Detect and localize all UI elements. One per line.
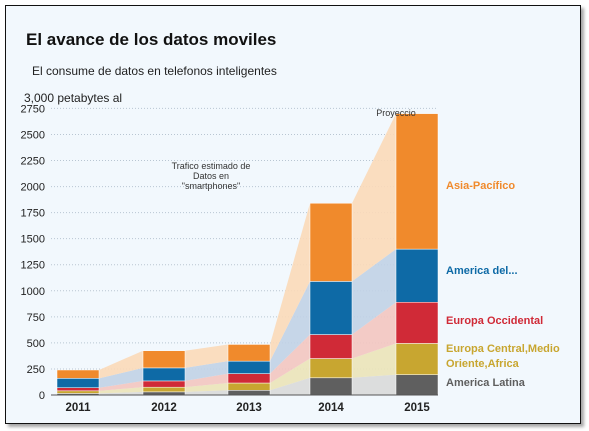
y-tick-label: 2250 [21,156,45,168]
chart-subtitle: El consume de datos en telefonos intelig… [32,64,277,78]
trend-band [270,377,310,395]
x-tick-label: 2014 [318,402,344,414]
bar-segment [395,248,439,303]
y-tick-label: 1250 [21,260,45,272]
trend-band [99,380,143,391]
trend-band [352,343,396,378]
bar-segment [227,382,271,391]
annotation-traffic-line3: "smartphones" [182,181,240,191]
annotation-traffic-line2: Datos en [193,171,229,181]
trend-band [99,387,143,394]
bar-segment [142,386,186,393]
bar-segment [142,350,186,369]
bar-segment [395,343,439,375]
bars [56,113,439,396]
bar-segment [395,374,439,396]
trend-band [352,302,396,359]
y-axis-ticks: 0 250 500 750 1000 1250 1500 1750 2000 2250 2500 27… [21,103,45,402]
series-label: Europa Occidental [446,315,543,327]
trend-band [185,390,228,395]
y-tick-label: 2500 [21,129,45,141]
chart-frame: El avance de los datos moviles El consum… [5,5,581,424]
x-tick-label: 2015 [404,402,430,414]
annotation-projection: Proyeccio [376,108,416,118]
trend-band [185,361,228,381]
series-label: Asia-Pacífico [446,180,515,192]
trend-band [99,350,143,379]
trend-band [185,383,228,392]
bar-segment [309,334,353,359]
trend-band [352,113,396,282]
y-tick-label: 500 [27,338,45,350]
trend-band [352,249,396,335]
bar-segment [56,387,100,392]
x-axis-ticks: 2011 2012 2013 2014 2015 [51,394,438,414]
series-label-line2: Oriente,Africa [446,358,520,370]
trend-band [99,391,143,395]
series-label: America Latina [446,377,526,389]
bar-segment [309,358,353,379]
bar-segment [395,113,439,250]
bar-segment [142,367,186,382]
y-tick-label: 1750 [21,208,45,220]
trend-band [352,374,396,395]
bar-segment [395,302,439,344]
series-label: Europa Central,Medio [446,343,560,355]
trend-band [185,344,228,368]
bar-segment [227,344,271,362]
series-labels: America Latina Europa Central,Medio Orient… [446,180,560,389]
annotation-traffic-line1: Trafico estimado de [172,161,251,171]
y-tick-label: 1500 [21,234,45,246]
bar-segment [56,378,100,388]
trend-band [185,373,228,388]
trend-band [270,358,310,391]
trend-band [270,203,310,362]
bar-segment [227,390,271,396]
bar-segment [309,377,353,396]
y-tick-label: 0 [39,390,45,402]
trend-bands [99,113,396,395]
y-tick-label: 2750 [21,103,45,115]
bar-segment [227,373,271,384]
y-tick-label: 750 [27,312,45,324]
trend-band [99,367,143,388]
bar-segment [309,281,353,335]
x-tick-label: 2011 [66,402,92,414]
bar-segment [56,390,100,394]
y-tick-label: 250 [27,364,45,376]
chart-title: El avance de los datos moviles [26,30,276,49]
stacked-bar-chart: El avance de los datos moviles El consum… [21,30,560,414]
trend-band [270,334,310,384]
series-label: America del... [446,265,518,277]
bar-segment [309,203,353,282]
bar-segment [227,360,271,374]
bar-segment [142,380,186,388]
trend-band [270,281,310,374]
y-tick-label: 2000 [21,182,45,194]
x-tick-label: 2013 [236,402,262,414]
x-tick-label: 2012 [151,402,177,414]
bar-segment [56,369,100,379]
unit-label: 3,000 petabytes al [24,91,122,105]
y-tick-label: 1000 [21,286,45,298]
